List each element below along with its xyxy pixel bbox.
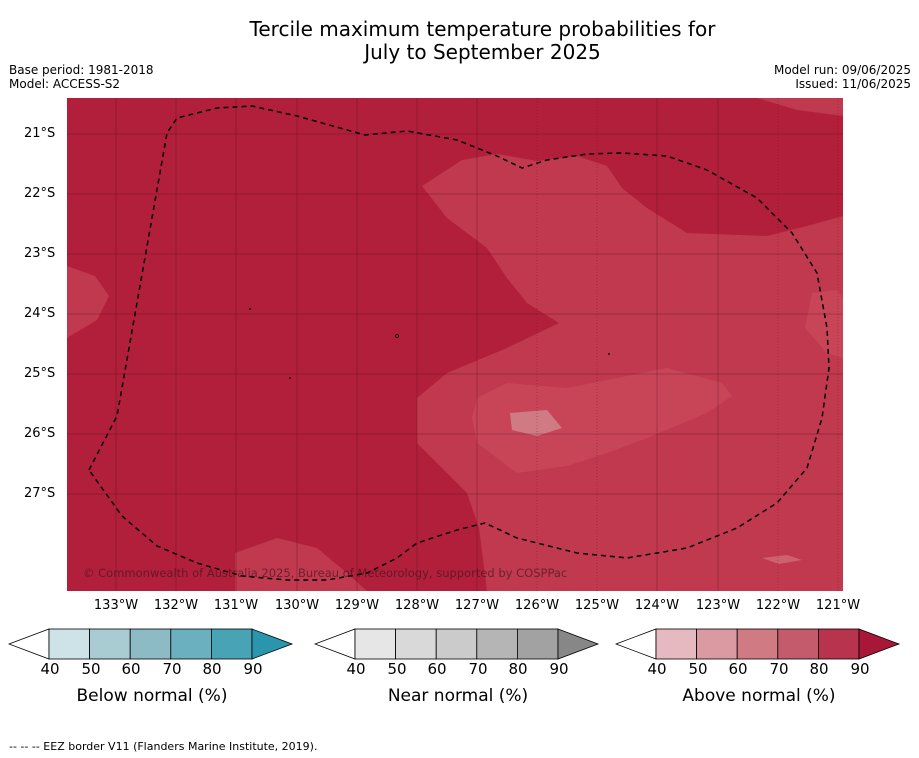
colorbar-extend-high: [557, 628, 600, 660]
lon-label: 121°W: [815, 598, 861, 613]
map-region-above-70-80-west: [67, 266, 109, 338]
colorbar-segment: [48, 628, 90, 660]
title-line-1: Tercile maximum temperature probabilitie…: [249, 17, 716, 41]
colorbar-segment: [476, 628, 518, 660]
model-name: Model: ACCESS-S2: [9, 77, 121, 91]
lon-label: 133°W: [93, 598, 139, 613]
colorbar-tick: 50: [81, 660, 101, 678]
colorbar-extend-high: [251, 628, 294, 660]
map-region-above-70-80-inner: [472, 368, 732, 473]
colorbar-segment: [736, 628, 779, 660]
lon-label: 125°W: [574, 598, 620, 613]
lat-label: 24°S: [24, 306, 56, 321]
island: [608, 353, 610, 355]
lat-label: 25°S: [24, 366, 56, 381]
lon-label: 127°W: [454, 598, 500, 613]
colorbar-tick: 70: [162, 660, 182, 678]
colorbar-extend-low: [8, 628, 50, 660]
colorbar-tick: 60: [427, 660, 447, 678]
lon-label: 130°W: [274, 598, 320, 613]
colorbar-tick: 40: [40, 660, 60, 678]
colorbar-segment: [817, 628, 860, 660]
island: [289, 377, 291, 379]
colorbar-tick: 50: [688, 660, 708, 678]
lat-label: 22°S: [24, 186, 56, 201]
colorbar-near: [314, 628, 600, 660]
colorbar-extend-low: [314, 628, 356, 660]
colorbar-segment: [655, 628, 697, 660]
lat-label: 21°S: [24, 126, 56, 141]
base-period: Base period: 1981-2018: [9, 63, 154, 77]
colorbar-extend-low: [615, 628, 657, 660]
colorbar-segment: [696, 628, 738, 660]
map-graticule: [67, 98, 843, 591]
issued-date: Issued: 11/06/2025: [795, 77, 911, 91]
colorbar-tick: 80: [508, 660, 528, 678]
colorbar-segment: [89, 628, 131, 660]
colorbar-below: [8, 628, 294, 660]
colorbar-above: [615, 628, 901, 660]
colorbar-tick: 70: [468, 660, 488, 678]
model-run: Model run: 09/06/2025: [773, 63, 911, 77]
map-region-above-60-70: [510, 410, 562, 436]
lat-label: 23°S: [24, 246, 56, 261]
colorbar-segment: [435, 628, 478, 660]
colorbar-near-label: Near normal (%): [387, 686, 529, 706]
lat-label: 27°S: [24, 486, 56, 501]
map-region-east-patch: [805, 290, 843, 358]
map-region-above-70-80: [417, 154, 843, 591]
colorbar-tick: 90: [850, 660, 870, 678]
eez-footnote: -- -- -- EEZ border V11 (Flanders Marine…: [9, 740, 318, 753]
chart-title: Tercile maximum temperature probabilitie…: [0, 18, 919, 64]
colorbar-tick: 80: [809, 660, 829, 678]
probability-map: [67, 98, 843, 591]
eez-border: [88, 105, 830, 581]
island: [395, 334, 399, 338]
meta-right: Model run: 09/06/2025 Issued: 11/06/2025: [774, 63, 911, 91]
title-line-2: July to September 2025: [364, 40, 601, 64]
colorbar-below-label: Below normal (%): [76, 686, 228, 706]
colorbar-segment: [170, 628, 212, 660]
island: [249, 308, 251, 310]
colorbar-segment: [354, 628, 396, 660]
map-region-above-60-70-south: [762, 555, 802, 564]
copyright-notice: © Commonwealth of Australia 2025, Bureau…: [83, 566, 568, 580]
colorbar-segment: [777, 628, 819, 660]
colorbar-tick: 70: [769, 660, 789, 678]
colorbar-tick: 60: [121, 660, 141, 678]
colorbar-tick: 40: [346, 660, 366, 678]
colorbar-segment: [129, 628, 172, 660]
colorbar-above-label: Above normal (%): [682, 686, 836, 706]
colorbar-segment: [395, 628, 437, 660]
colorbar-tick: 60: [728, 660, 748, 678]
colorbar-tick: 90: [243, 660, 263, 678]
colorbar-segment: [516, 628, 559, 660]
lon-label: 123°W: [695, 598, 741, 613]
lon-label: 132°W: [153, 598, 199, 613]
colorbar-extend-high: [858, 628, 901, 660]
lon-label: 126°W: [514, 598, 560, 613]
lon-label: 124°W: [634, 598, 680, 613]
meta-left: Base period: 1981-2018 Model: ACCESS-S2: [9, 63, 154, 91]
colorbar-tick: 90: [549, 660, 569, 678]
lon-label: 128°W: [394, 598, 440, 613]
map-region-above-70-80-east-top: [757, 98, 843, 116]
lon-label: 122°W: [755, 598, 801, 613]
lon-label: 131°W: [213, 598, 259, 613]
colorbar-tick: 40: [647, 660, 667, 678]
lat-label: 26°S: [24, 426, 56, 441]
colorbar-tick: 80: [202, 660, 222, 678]
lon-label: 129°W: [334, 598, 380, 613]
colorbar-tick: 50: [387, 660, 407, 678]
colorbar-segment: [210, 628, 253, 660]
